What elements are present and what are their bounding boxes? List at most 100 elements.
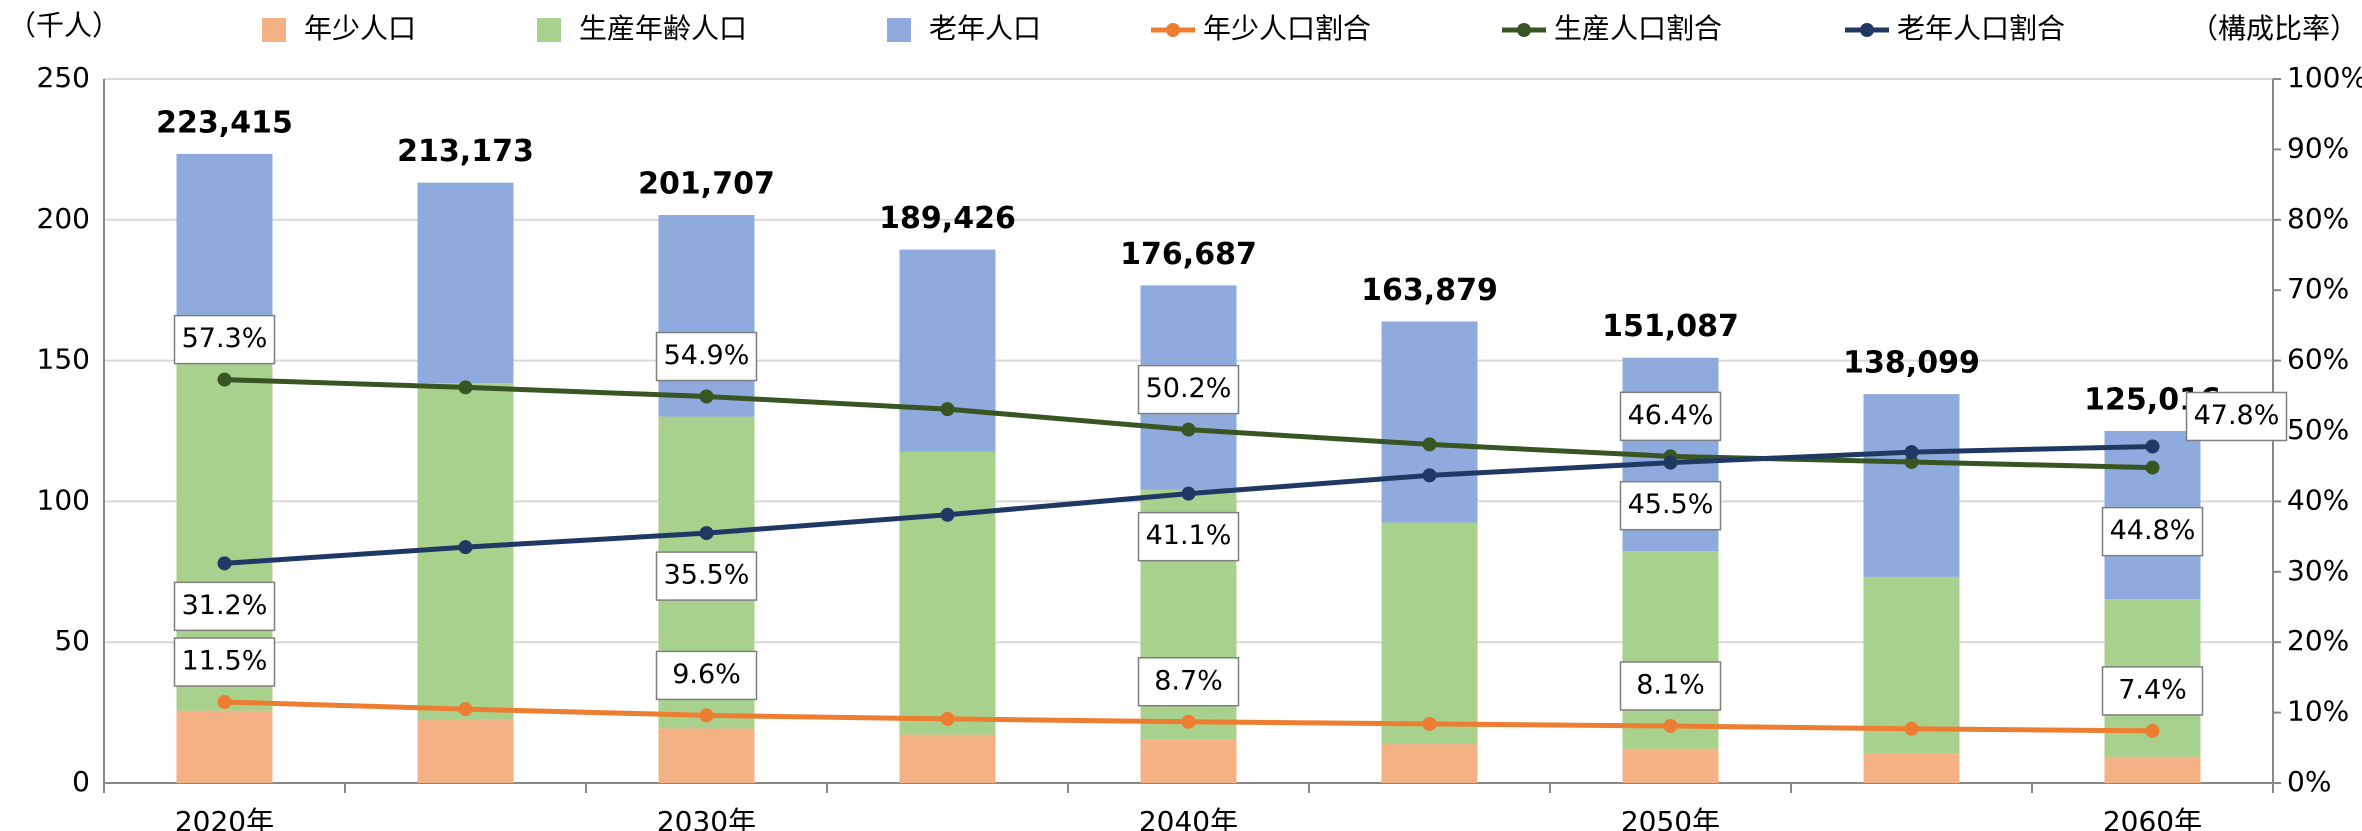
label-box [1137, 657, 1240, 707]
value-label: 47.8% [2194, 400, 2280, 431]
legend-marker [1860, 23, 1874, 37]
label-box [2101, 506, 2204, 557]
y2-tick-label: 70% [2287, 272, 2349, 305]
value-label: 7.4% [2118, 674, 2187, 705]
line-point [1663, 455, 1678, 470]
bar [899, 451, 996, 735]
total-label: 138,099 [1843, 346, 1980, 381]
total-label: 176,687 [1120, 237, 1257, 272]
legend-marker [1517, 23, 1531, 37]
line-point [1904, 445, 1919, 460]
label-box [655, 551, 758, 601]
value-label: 57.3% [182, 323, 268, 354]
bar [1622, 748, 1719, 783]
value-label: 11.5% [182, 646, 268, 677]
bar [658, 728, 755, 783]
bar [2104, 756, 2201, 783]
total-label: 201,707 [638, 166, 775, 201]
x-tick-label: 2030年 [657, 805, 756, 831]
label-box [1619, 391, 1722, 442]
y-tick-label: 50 [54, 624, 90, 657]
y-tick-label: 250 [37, 61, 90, 94]
line-point [2145, 723, 2160, 738]
label-box [1619, 661, 1722, 711]
line-point [940, 507, 955, 522]
y-tick-label: 0 [72, 765, 90, 798]
bar [1863, 394, 1960, 577]
value-label: 31.2% [182, 590, 268, 621]
total-label: 213,173 [397, 134, 534, 169]
bar [1622, 551, 1719, 749]
line-point [217, 556, 232, 571]
value-label: 9.6% [672, 659, 741, 690]
y2-tick-label: 30% [2287, 554, 2349, 587]
bar [899, 249, 996, 452]
bar [1381, 744, 1478, 783]
y2-axis-label: （構成比率） [2190, 12, 2358, 45]
label-box [173, 581, 276, 632]
legend-swatch [887, 18, 911, 42]
line-point [1181, 714, 1196, 729]
line-point [458, 702, 473, 717]
line-point [458, 540, 473, 555]
label-box [1137, 511, 1240, 562]
value-label: 8.1% [1636, 669, 1705, 700]
line-point [699, 526, 714, 541]
y2-tick-label: 0% [2287, 765, 2331, 798]
line-point [1422, 716, 1437, 731]
line-point [699, 389, 714, 404]
line-point [458, 380, 473, 395]
bar [176, 710, 273, 783]
legend-label: 生産年齢人口 [579, 12, 747, 45]
bar [1140, 739, 1237, 783]
line-point [2145, 439, 2160, 454]
line-point [940, 402, 955, 417]
y2-tick-label: 10% [2287, 695, 2349, 728]
label-box [2101, 666, 2204, 716]
bar [658, 215, 755, 417]
label-box [655, 650, 758, 701]
y-tick-label: 200 [37, 202, 90, 235]
line-point [940, 711, 955, 726]
line-point [1181, 486, 1196, 501]
line-point [699, 708, 714, 723]
label-box [2185, 391, 2288, 442]
legend-label: 老年人口割合 [1897, 12, 2065, 45]
y2-tick-label: 80% [2287, 202, 2349, 235]
x-tick-label: 2020年 [175, 805, 274, 831]
value-label: 54.9% [664, 340, 750, 371]
value-label: 35.5% [664, 560, 750, 591]
legend-label: 生産人口割合 [1554, 12, 1722, 45]
y-axis-label: （千人） [8, 9, 120, 42]
label-box [173, 314, 276, 365]
legend-swatch [537, 18, 561, 42]
value-label: 44.8% [2110, 515, 2196, 546]
bar [1381, 522, 1478, 745]
value-label: 45.5% [1628, 489, 1714, 520]
line-point [1422, 437, 1437, 452]
y2-tick-label: 40% [2287, 483, 2349, 516]
legend-marker [1166, 23, 1180, 37]
value-label: 50.2% [1146, 373, 1232, 404]
y2-tick-label: 60% [2287, 343, 2349, 376]
bar [417, 719, 514, 783]
x-tick-label: 2060年 [2103, 805, 2202, 831]
label-box [173, 637, 276, 687]
line-point [1422, 468, 1437, 483]
line-point [217, 695, 232, 710]
y2-tick-label: 20% [2287, 624, 2349, 657]
bar [1863, 753, 1960, 783]
bar [417, 182, 514, 384]
line-point [217, 372, 232, 387]
legend-label: 年少人口 [304, 12, 416, 45]
line-point [1663, 718, 1678, 733]
line-point [1904, 454, 1919, 469]
total-label: 189,426 [879, 201, 1016, 236]
x-tick-label: 2050年 [1621, 805, 1720, 831]
value-label: 8.7% [1154, 665, 1223, 696]
y-tick-label: 150 [37, 343, 90, 376]
line-point [2145, 460, 2160, 475]
line-point [1904, 721, 1919, 736]
label-box [655, 331, 758, 382]
y2-tick-label: 90% [2287, 131, 2349, 164]
